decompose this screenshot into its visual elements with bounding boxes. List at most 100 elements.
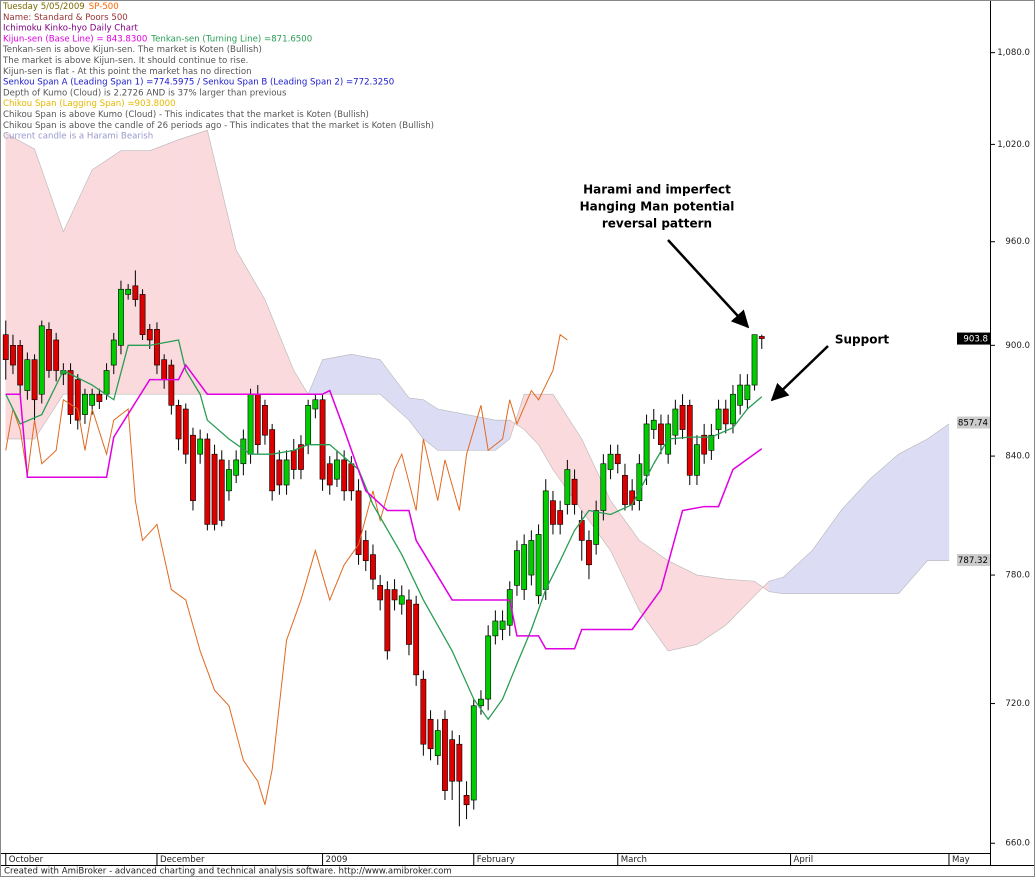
candle-body: [485, 635, 492, 700]
y-tick-label: 660.0: [1005, 839, 1030, 849]
candle-body: [240, 438, 247, 465]
x-tick-label: March: [621, 855, 647, 865]
candle-body: [154, 329, 160, 366]
candle-body: [283, 459, 290, 486]
cloud-segment: [322, 353, 352, 395]
candle-body: [276, 459, 283, 486]
candle-body: [312, 399, 319, 410]
annotation-text: Hanging Man potential: [580, 200, 735, 214]
footer: Created with AmiBroker - advanced charti…: [4, 867, 452, 877]
cloud-segment: [351, 353, 381, 395]
header-segment: Chikou Span is above Kumo (Cloud) - This…: [3, 110, 369, 120]
header-segment: Kijun-sen is flat - At this point the ma…: [3, 66, 252, 76]
y-tick-label: 960.0: [1005, 237, 1030, 247]
candle-body: [758, 336, 765, 339]
candle-body: [398, 595, 405, 605]
candle-body: [420, 678, 427, 745]
header-segment: Chikou Span (Lagging Span) =903.8000: [3, 99, 176, 109]
candle-body: [38, 325, 45, 395]
header-line: Kijun-sen is flat - At this point the ma…: [3, 66, 252, 76]
header-segment: Ichimoku Kinko-hyo Daily Chart: [3, 23, 139, 33]
candle-body: [456, 743, 463, 782]
indicator-line: [5, 339, 763, 721]
candle-body: [427, 718, 434, 750]
header-segment: SP-500: [89, 2, 119, 12]
candle-body: [341, 459, 348, 492]
candle-body: [557, 510, 564, 525]
header-segment: Depth of Kumo (Cloud) is 2.2726 AND is 3…: [3, 88, 287, 98]
candle-body: [658, 423, 664, 445]
indicator-line: [5, 333, 568, 805]
candle-body: [514, 550, 520, 586]
candle-body: [571, 478, 578, 505]
candle-body: [751, 334, 758, 386]
header-line: Chikou Span is above the candle of 26 pe…: [3, 120, 434, 130]
candle-body: [190, 434, 196, 501]
candle-body: [269, 429, 276, 492]
price-marker-box: [957, 332, 990, 345]
candle-body: [168, 364, 175, 406]
candle-body: [564, 469, 571, 505]
candle-body: [110, 339, 117, 366]
candle-body: [521, 544, 528, 590]
cloud-segment: [466, 414, 496, 451]
candle-body: [600, 463, 607, 511]
candle-body: [413, 603, 420, 676]
candle-body: [679, 405, 686, 430]
candle-body: [17, 345, 24, 386]
candle-body: [10, 345, 16, 366]
cloud-layer: [5, 129, 950, 652]
x-tick-label: April: [794, 855, 814, 865]
candle-body: [499, 620, 506, 630]
candle-body: [175, 405, 182, 440]
header-segment: Current candle is a Harami Bearish: [3, 131, 153, 141]
candle-body: [650, 419, 657, 430]
header-segment: Tuesday 5/05/2009: [2, 2, 85, 12]
candle-body: [197, 438, 204, 455]
cloud-edge: [5, 353, 950, 652]
cloud-segment: [927, 423, 950, 561]
candle-body: [715, 408, 722, 430]
candle-body: [708, 434, 715, 451]
candle-body: [478, 698, 484, 707]
x-tick-label: December: [160, 855, 205, 865]
cloud-segment: [667, 560, 698, 652]
cloud-segment: [178, 129, 208, 395]
y-tick-label: 1,020.0: [997, 140, 1030, 150]
price-marker-label: 857.74: [958, 419, 988, 429]
candle-body: [506, 589, 513, 626]
candle-body: [607, 453, 614, 470]
candle-body: [161, 359, 168, 380]
candle-body: [686, 405, 693, 476]
candle-body: [74, 379, 81, 421]
candle-body: [326, 463, 333, 486]
y-tick-label: 780.0: [1005, 571, 1030, 581]
candle-body: [449, 739, 456, 782]
candle-body: [125, 288, 132, 295]
candle-body: [636, 463, 643, 501]
candle-body: [730, 393, 736, 425]
candle-body: [247, 393, 254, 455]
candle-body: [391, 589, 398, 601]
candle-body: [139, 294, 146, 335]
candle-body: [182, 408, 189, 455]
indicator-line: [5, 363, 763, 650]
candle-body: [334, 459, 340, 480]
candle-body: [672, 408, 679, 436]
line-layer: [5, 333, 763, 805]
candle-body: [305, 405, 312, 445]
candle-body: [744, 384, 751, 401]
header-line: The market is above Kijun-sen. It should…: [2, 56, 248, 66]
candle-body: [442, 718, 448, 791]
y-tick-label: 900.0: [1005, 341, 1030, 351]
annotation-arrow: [770, 345, 829, 402]
candle-body: [53, 339, 60, 371]
candle-body: [622, 475, 628, 505]
x-tick-label: 2009: [326, 855, 348, 865]
cloud-segment: [437, 408, 467, 451]
candle-body: [406, 599, 412, 645]
header-segment: Kijun-sen (Base Line) = 843.8300: [3, 34, 147, 44]
candle-body: [290, 450, 297, 470]
